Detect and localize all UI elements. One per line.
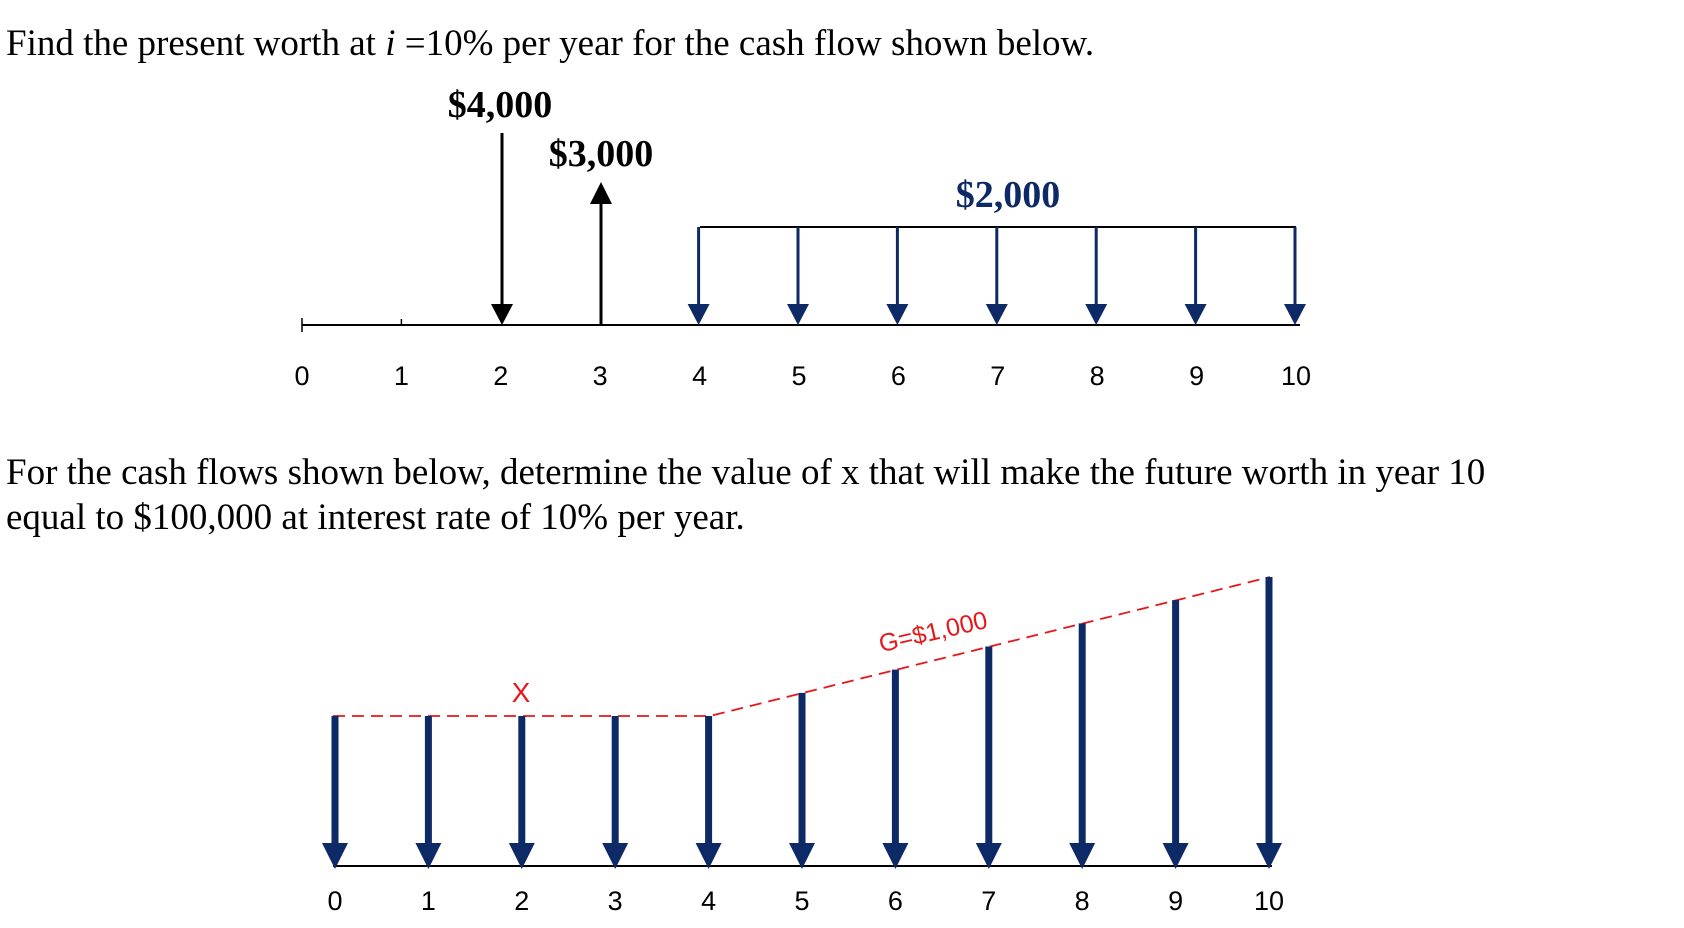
cash-flow-arrow-year-8 [1069,623,1096,869]
problem-2-statement-line-2: equal to $100,000 at interest rate of 10… [6,497,745,538]
cash-flow-arrow-year-10 [1256,577,1282,869]
axis-1-tick-label: 3 [593,361,608,391]
series-arrow-head [1284,304,1306,325]
arrow-head [789,843,815,869]
series-arrow-year-5 [787,227,809,325]
arrow-4000-down [491,133,513,325]
axis-2-tick-label: 0 [327,886,342,916]
cash-flow-arrow-year-3 [602,716,629,869]
axis-1-tick-label: 6 [891,361,906,391]
cash-flow-arrow-year-4 [695,716,722,869]
axis-2-tick-label: 1 [421,886,436,916]
cash-flow-arrow-year-6 [882,669,909,869]
cash-flow-arrows-2 [322,577,1282,869]
x-label: X [512,677,531,708]
arrow-head [882,843,909,869]
cash-flow-arrow-year-5 [789,692,815,869]
series-arrow-year-9 [1184,227,1207,325]
diagram-2: X G=$1,000 0 1 2 3 4 5 6 7 8 9 10 [322,576,1284,916]
amount-2000-label: $2,000 [956,174,1061,216]
interest-variable: i [385,23,396,64]
arrow-head [975,843,1002,869]
cash-flow-arrow-year-1 [415,716,442,869]
series-arrow-year-7 [985,227,1008,325]
axis-1-tick-label: 7 [990,361,1005,391]
amount-4000-label: $4,000 [448,84,553,126]
axis-1-tick-label: 10 [1281,361,1311,391]
series-arrow-head [687,304,710,325]
axis-1-tick-label: 2 [493,361,508,391]
arrow-head [602,843,629,869]
axis-1-tick-labels: 0 1 2 3 4 5 6 7 8 9 10 [294,361,1311,391]
series-arrow-year-8 [1085,227,1108,325]
series-arrow-year-6 [886,227,909,325]
arrow-head [1069,843,1096,869]
series-arrow-head [1085,304,1108,325]
cash-flow-arrow-year-2 [508,716,535,869]
amount-3000-label: $3,000 [549,133,654,175]
axis-2-tick-label: 5 [794,886,809,916]
problem-1-text-before: Find the present worth at [6,23,386,64]
series-arrow-head [787,304,809,325]
series-2000-arrows [687,227,1306,325]
series-arrow-year-10 [1284,227,1306,325]
axis-2-tick-label: 10 [1254,886,1284,916]
axis-1-tick-label: 0 [294,361,309,391]
axis-2-tick-label: 4 [701,886,716,916]
cash-flow-arrow-year-7 [975,646,1002,869]
axis-2-tick-label: 2 [514,886,529,916]
axis-1-tick-label: 4 [692,361,707,391]
series-arrow-head [985,304,1008,325]
axis-1-tick-label: 8 [1090,361,1105,391]
axis-1-tick-label: 1 [394,361,409,391]
series-arrow-head [1184,304,1207,325]
problem-1-statement: Find the present worth at i =10% per yea… [6,22,1094,65]
diagram-1: $4,000 $3,000 $2,000 0 1 2 3 4 5 6 7 8 9 10 [294,84,1311,391]
axis-2-tick-label: 7 [981,886,996,916]
axis-2-tick-label: 6 [888,886,903,916]
arrow-head [1256,843,1282,869]
series-arrow-head [886,304,909,325]
arrow-head [322,843,348,869]
arrow-3000-up [590,182,612,325]
cash-flow-arrow-year-0 [322,716,348,869]
axis-2-tick-label: 3 [608,886,623,916]
arrow-head [508,843,535,869]
arrow-head [415,843,442,869]
problem-2-statement-line-1: For the cash flows shown below, determin… [6,452,1486,493]
arrow-head [695,843,722,869]
axis-2-tick-label: 9 [1168,886,1183,916]
arrow-head [1162,843,1189,869]
axis-1-tick-label: 5 [791,361,806,391]
axis-2-tick-label: 8 [1075,886,1090,916]
problem-1-text-after: =10% per year for the cash flow shown be… [395,23,1095,64]
axis-1-tick-label: 9 [1189,361,1204,391]
series-arrow-year-4 [687,227,710,325]
axis-2-tick-labels: 0 1 2 3 4 5 6 7 8 9 10 [327,886,1284,916]
cash-flow-arrow-year-9 [1162,600,1189,869]
